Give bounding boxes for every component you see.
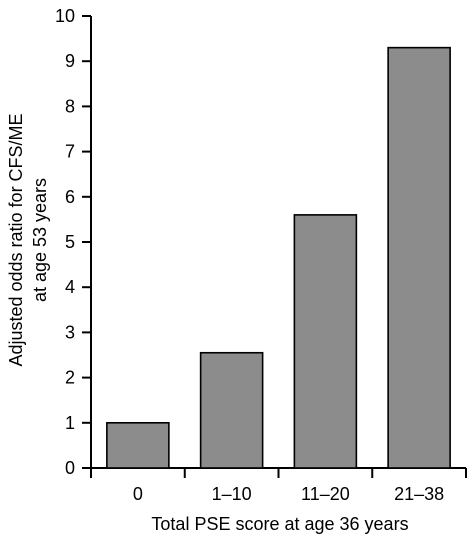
y-tick-label: 9	[65, 51, 75, 71]
y-tick-label: 5	[65, 232, 75, 252]
y-tick-label: 0	[65, 458, 75, 478]
y-tick-label: 7	[65, 142, 75, 162]
bar-1	[106, 421, 170, 469]
y-tick-label: 6	[65, 187, 75, 207]
bar-3	[293, 214, 358, 469]
y-axis-title: Adjusted odds ratio for CFS/ME at age 53…	[6, 113, 50, 366]
y-tick-label: 4	[65, 277, 75, 297]
y-tick-label: 10	[55, 6, 75, 26]
y-tick-label: 8	[65, 96, 75, 116]
x-tick-label: 21–38	[394, 484, 444, 504]
x-axis-title: Total PSE score at age 36 years	[151, 514, 408, 534]
y-axis-title-line-1: Adjusted odds ratio for CFS/ME	[6, 113, 26, 366]
bar-2	[199, 351, 264, 469]
x-tick-label: 1–10	[212, 484, 252, 504]
y-tick-label: 2	[65, 368, 75, 388]
y-tick-label: 1	[65, 413, 75, 433]
x-tick-label: 0	[133, 484, 143, 504]
x-axis: 0 1–10 11–20 21–38	[90, 467, 467, 504]
bars	[106, 46, 451, 469]
bar-4	[387, 46, 451, 469]
y-tick-label: 3	[65, 322, 75, 342]
x-tick-label: 11–20	[301, 484, 350, 504]
y-axis-title-line-2: at age 53 years	[30, 178, 50, 302]
y-axis: 0 1 2 3 4 5 6 7 8 9 10	[55, 6, 92, 478]
